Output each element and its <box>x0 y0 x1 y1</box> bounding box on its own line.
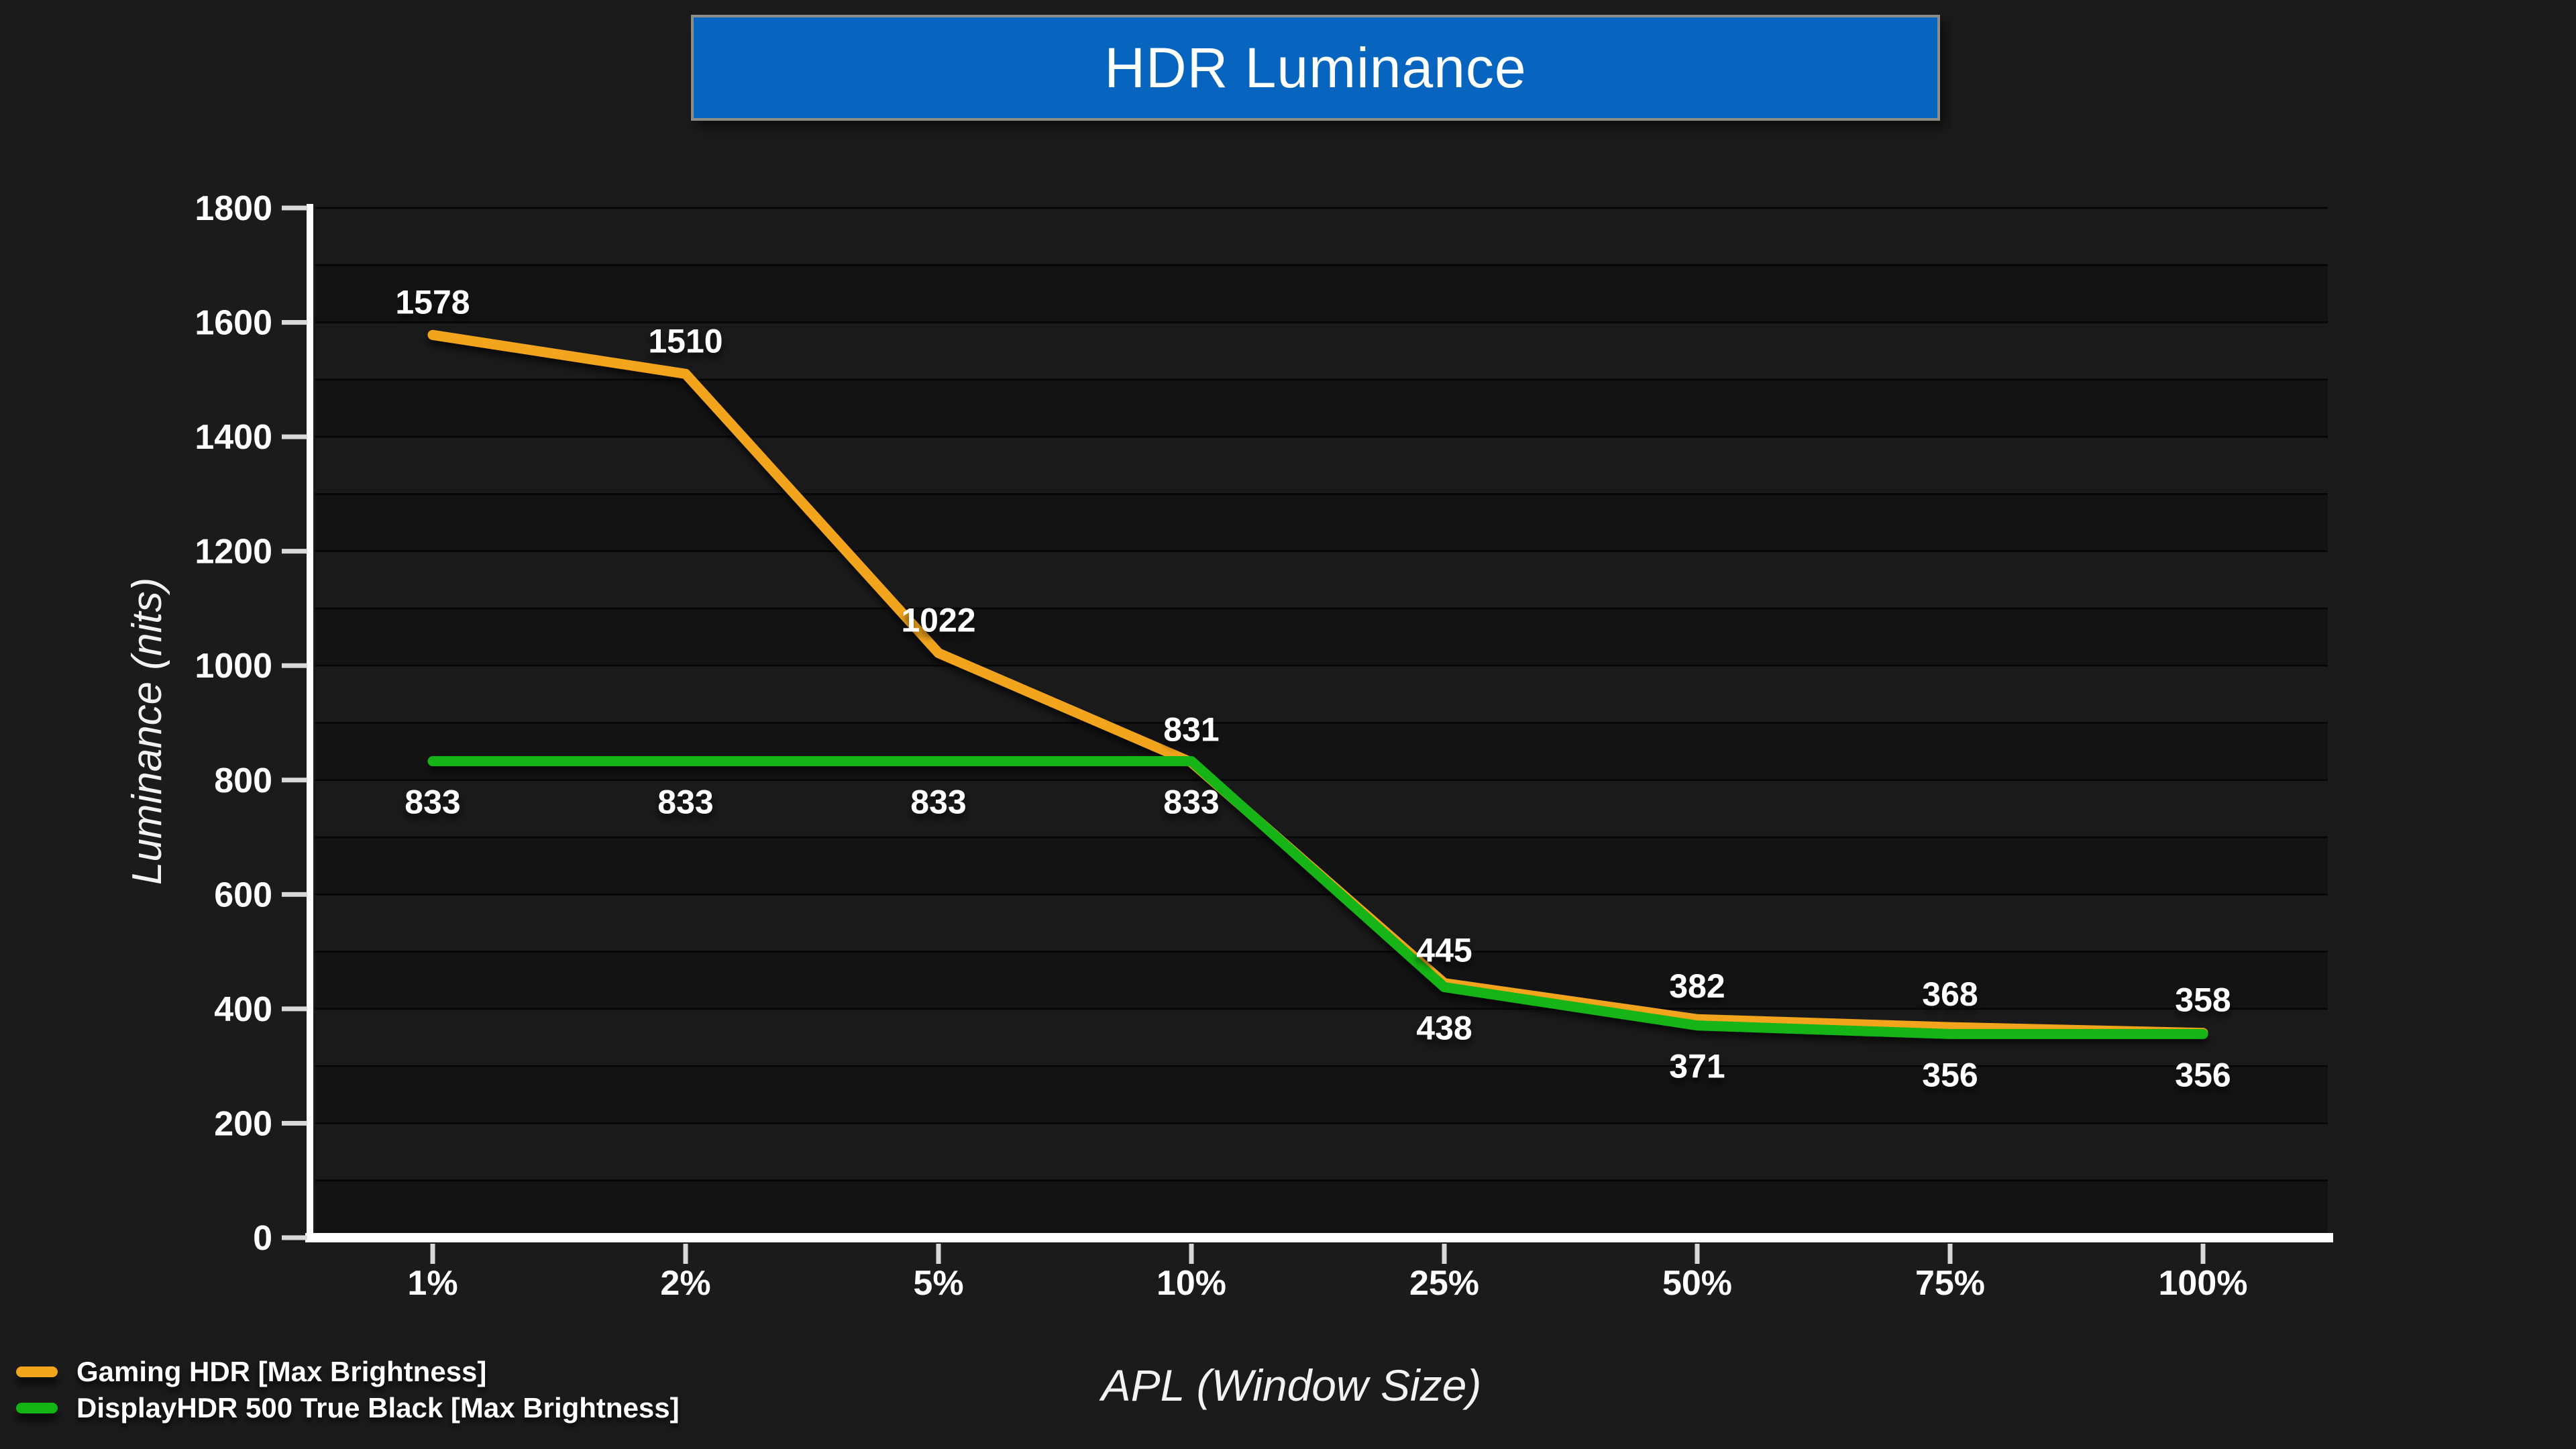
svg-text:1000: 1000 <box>195 647 272 686</box>
svg-text:382: 382 <box>1669 967 1725 1005</box>
axis-ticks <box>282 205 2206 1264</box>
legend-swatch-green <box>16 1403 58 1413</box>
svg-text:75%: 75% <box>1915 1264 1985 1303</box>
svg-text:5%: 5% <box>913 1264 963 1303</box>
svg-text:1%: 1% <box>407 1264 458 1303</box>
y-axis-title: Luminance (nits) <box>124 577 170 885</box>
svg-text:358: 358 <box>2175 981 2231 1019</box>
x-axis-title: APL (Window Size) <box>1101 1360 1482 1410</box>
legend-item-gaming-hdr: Gaming HDR [Max Brightness] <box>16 1354 680 1390</box>
svg-text:1022: 1022 <box>901 601 975 639</box>
svg-text:200: 200 <box>214 1104 272 1143</box>
svg-text:356: 356 <box>2175 1056 2231 1093</box>
svg-text:833: 833 <box>1163 784 1219 821</box>
chart-title: HDR Luminance <box>1104 36 1527 99</box>
series-lines <box>427 329 2208 1039</box>
value-labels: 1578 1510 1022 831 445 382 368 358 833 833 833 833 4… <box>395 283 2231 1093</box>
svg-text:438: 438 <box>1416 1009 1472 1046</box>
legend-swatch-orange <box>16 1366 58 1377</box>
svg-text:2%: 2% <box>660 1264 710 1303</box>
series-line-1 <box>427 756 2208 1039</box>
svg-text:0: 0 <box>253 1219 272 1258</box>
svg-text:1400: 1400 <box>195 418 272 457</box>
svg-text:100%: 100% <box>2159 1264 2248 1303</box>
svg-text:600: 600 <box>214 875 272 914</box>
svg-text:356: 356 <box>1922 1056 1978 1093</box>
svg-text:833: 833 <box>910 784 966 821</box>
svg-text:10%: 10% <box>1157 1264 1226 1303</box>
legend: Gaming HDR [Max Brightness] DisplayHDR 5… <box>16 1354 680 1426</box>
svg-text:833: 833 <box>657 784 713 821</box>
y-axis-line <box>307 204 313 1238</box>
svg-text:50%: 50% <box>1662 1264 1732 1303</box>
y-tick-labels: 0 200 400 600 800 1000 1200 1400 1600 1800 <box>195 189 272 1258</box>
x-axis-line <box>305 1233 2333 1242</box>
plot-bands <box>315 208 2328 1238</box>
svg-text:1200: 1200 <box>195 533 272 572</box>
legend-item-displayhdr-500: DisplayHDR 500 True Black [Max Brightnes… <box>16 1390 680 1426</box>
svg-text:1600: 1600 <box>195 304 272 343</box>
svg-text:445: 445 <box>1416 932 1472 969</box>
svg-text:1578: 1578 <box>395 283 470 321</box>
svg-text:368: 368 <box>1922 975 1978 1013</box>
svg-text:400: 400 <box>214 990 272 1029</box>
legend-label: Gaming HDR [Max Brightness] <box>76 1356 487 1387</box>
x-tick-labels: 1% 2% 5% 10% 25% 50% 75% 100% <box>407 1264 2247 1303</box>
gridlines <box>315 207 2328 1182</box>
svg-text:800: 800 <box>214 761 272 800</box>
svg-text:25%: 25% <box>1409 1264 1479 1303</box>
svg-text:831: 831 <box>1163 710 1219 748</box>
legend-label: DisplayHDR 500 True Black [Max Brightnes… <box>76 1392 680 1424</box>
svg-text:833: 833 <box>405 784 460 821</box>
svg-text:1800: 1800 <box>195 189 272 228</box>
svg-text:371: 371 <box>1669 1048 1725 1085</box>
chart-title-banner: HDR Luminance <box>691 15 1940 121</box>
svg-text:1510: 1510 <box>648 322 722 360</box>
